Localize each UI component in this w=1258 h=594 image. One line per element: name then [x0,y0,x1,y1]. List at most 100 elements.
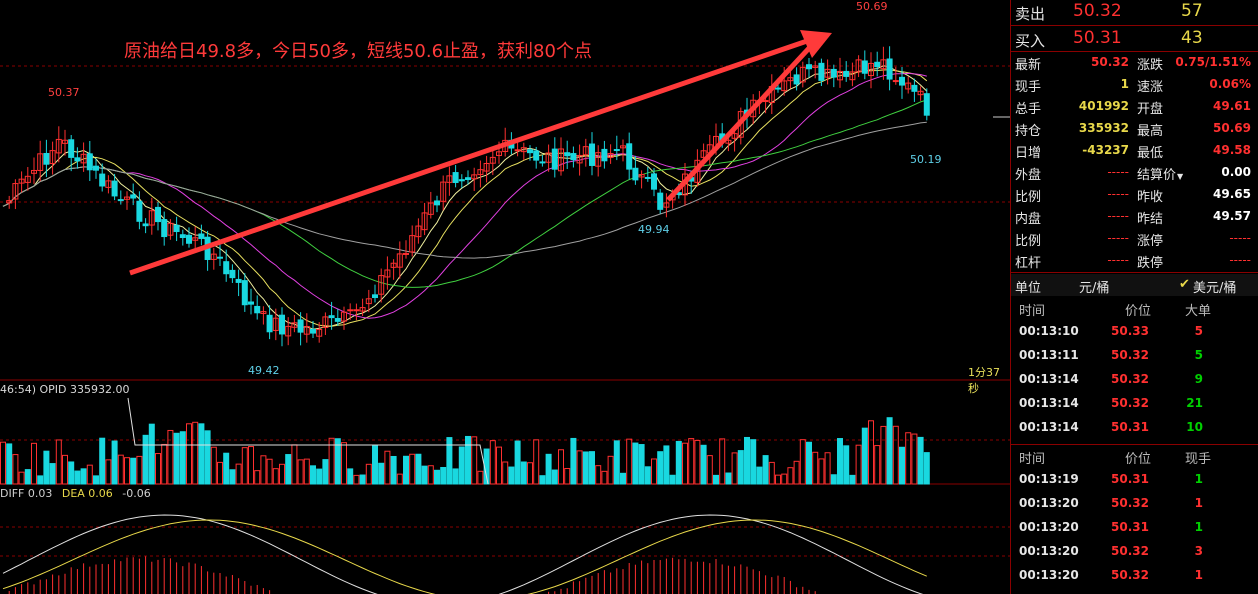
table-row[interactable]: 00:13:20 50.32 1 [1011,492,1258,516]
candle-body [483,162,490,172]
ask-row[interactable]: 卖出 50.32 57 [1011,0,1258,26]
unit-option-usd[interactable]: 美元/桶 [1193,281,1237,296]
bid-row[interactable]: 买入 50.31 43 [1011,27,1258,53]
stat-left-2: 总手 401992 [1011,96,1135,118]
candle-body [223,261,230,275]
table-row[interactable]: 00:13:20 50.32 3 [1011,540,1258,564]
stat-label: 日增 [1015,146,1042,161]
stat-left-8: 比例 ----- [1011,228,1135,250]
candle-body [86,153,93,171]
volume-bar [316,468,323,485]
left-high-price-label: 50.37 [48,86,80,99]
table-row[interactable]: 00:13:14 50.31 10 [1011,416,1258,440]
candle-body [266,314,273,333]
open-interest-line [127,397,489,485]
volume-bar [533,439,540,485]
volume-bar [322,459,329,485]
volume-bar [806,441,812,485]
stat-left-1: 现手 1 [1011,74,1135,96]
table-row[interactable]: 00:13:11 50.32 5 [1011,344,1258,368]
stat-value: ----- [1107,165,1129,179]
stat-label: 最新 [1015,58,1042,73]
unit-selector: 单位 元/桶 ✔ 美元/桶 [1011,274,1258,296]
volume-bar [117,454,124,485]
bid-volume: 43 [1181,28,1203,48]
table-row[interactable]: 00:13:14 50.32 21 [1011,392,1258,416]
table-row[interactable]: 00:13:20 50.31 1 [1011,516,1258,540]
candle-body [68,139,75,158]
dropdown-icon[interactable]: ▼ [1177,172,1184,181]
volume-bar [161,443,168,485]
candlestick-chart[interactable]: 原油给日49.8多，今日50多，短线50.6止盈，获利80个点 50.69 50… [0,0,1010,594]
volume-bar [465,435,471,485]
candle-body [793,74,800,85]
volume-bar [589,451,595,485]
candle-body [545,152,552,163]
stat-label: 速涨 [1137,80,1164,95]
volume-bar [775,474,781,485]
volume-bar [136,455,143,485]
candle-body [880,59,887,70]
volume-bar [899,446,905,485]
volume-bar [198,423,205,485]
volume-bar [37,475,44,485]
volume-bar [911,433,918,485]
volume-bar [235,463,242,485]
candle-body [328,315,335,319]
volume-bar [204,430,211,485]
candle-body [868,62,874,77]
candle-body [192,237,199,241]
volume-bar [595,465,602,485]
candle-body [310,328,316,334]
volume-bar [223,452,230,485]
check-icon: ✔ [1179,277,1190,292]
volume-bar [768,461,775,485]
candle-body [787,77,794,82]
candle-body [279,314,285,335]
countdown-timer: 1分37秒 [968,366,1000,395]
volume-bar [527,462,533,485]
column-header: 现手 [1185,452,1212,467]
candle-body [632,167,639,181]
stat-label: 最低 [1137,146,1164,161]
table-row[interactable]: 00:13:20 50.32 1 [1011,564,1258,588]
volume-bar [675,440,682,485]
candle-body [272,317,279,331]
candle-body [551,148,558,170]
tick-volume: 21 [1186,396,1203,410]
volume-bar [644,466,651,485]
volume-bar [787,467,794,485]
arrow-head [800,30,832,58]
table-row[interactable]: 00:13:14 50.32 9 [1011,368,1258,392]
stat-left-9: 杠杆 ----- [1011,250,1135,272]
volume-bar [279,463,285,485]
stat-value: -43237 [1082,143,1129,157]
stat-value: 0.75/1.51% [1175,55,1251,69]
candle-body [471,174,478,180]
volume-bar [99,437,106,485]
candle-body [229,269,236,279]
unit-option-cny[interactable]: 元/桶 [1079,281,1110,296]
volume-bar [217,461,223,485]
candle-body [136,200,143,222]
stat-label: 结算价 [1137,168,1177,183]
volume-bar [719,438,726,485]
volume-bar [248,446,254,485]
tick-price: 50.31 [1111,520,1149,534]
volume-bar [291,444,298,485]
volume-bar [148,423,155,485]
volume-bar [186,423,192,485]
volume-bar [651,458,657,485]
volume-bar [266,458,273,485]
volume-bar [421,465,428,485]
candle-body [235,278,242,283]
candle-body [365,298,372,305]
candle-body [886,58,893,80]
candle-body [55,138,62,154]
stat-label: 昨结 [1137,212,1164,227]
table-row[interactable]: 00:13:19 50.31 1 [1011,468,1258,492]
volume-bar [818,458,825,485]
candle-body [105,180,112,188]
table-row[interactable]: 00:13:10 50.33 5 [1011,320,1258,344]
volume-bar [105,459,112,485]
